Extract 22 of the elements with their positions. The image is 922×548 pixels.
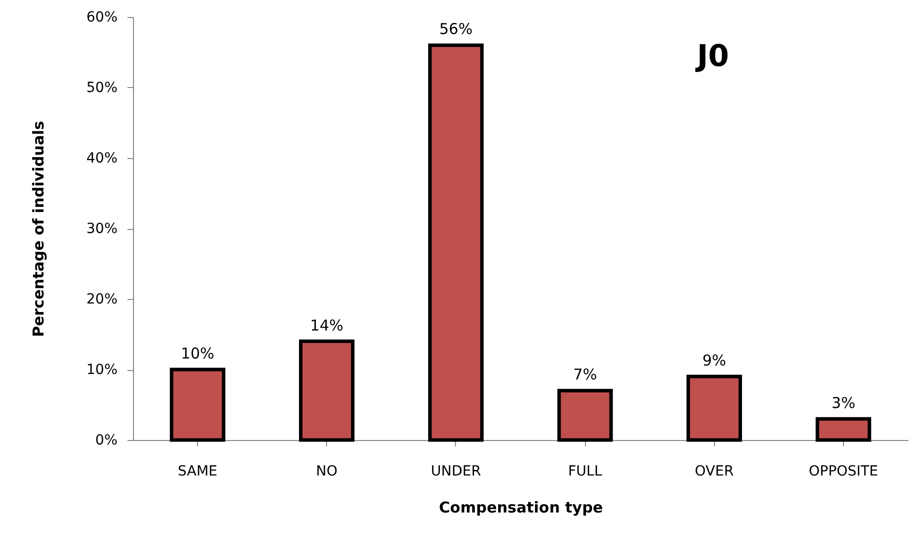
data-label: 9%	[702, 352, 726, 370]
y-tick-label: 10%	[86, 362, 118, 378]
x-tick-label: UNDER	[430, 464, 482, 480]
x-tick-label: FULL	[568, 464, 602, 480]
x-axis-title: Compensation type	[439, 498, 603, 516]
y-tick-label: 40%	[86, 150, 118, 166]
x-tick-label: OPPOSITE	[808, 464, 878, 480]
annotation: J0	[694, 39, 730, 74]
x-tick-label: SAME	[178, 464, 218, 480]
y-tick-label: 30%	[86, 221, 118, 237]
data-label: 7%	[573, 366, 597, 384]
data-label: 3%	[832, 394, 856, 412]
y-tick-label: 20%	[86, 292, 118, 308]
data-label: 10%	[180, 344, 214, 362]
x-tick-label: NO	[316, 464, 338, 480]
x-tick-label: OVER	[694, 464, 734, 480]
y-tick-label: 0%	[95, 432, 118, 448]
data-label: 14%	[310, 316, 344, 334]
y-tick-label: 50%	[86, 80, 118, 96]
y-tick-label: 60%	[86, 10, 118, 26]
data-label: 56%	[439, 20, 473, 38]
y-axis-title: Percentage of individuals	[29, 120, 48, 338]
